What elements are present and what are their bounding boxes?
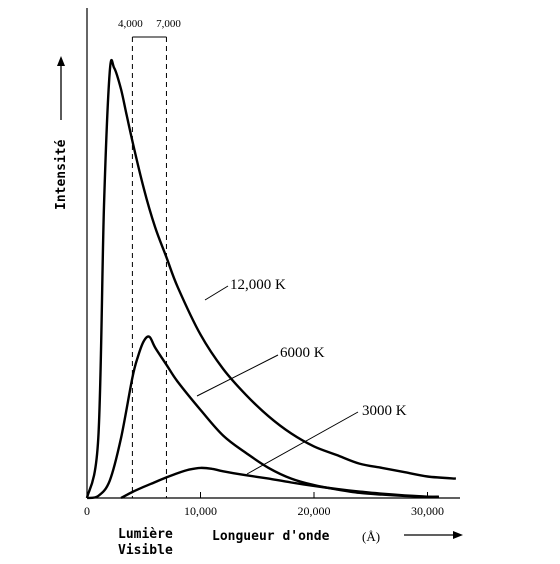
visible-light-label-line1: Lumière <box>118 527 173 542</box>
visible-band-start-label: 4,000 <box>118 18 143 30</box>
x-axis-title: Longueur d'onde <box>212 529 330 544</box>
series-line-6000k <box>86 335 439 500</box>
series-label-3000k: 3000 K <box>362 403 407 419</box>
x-tick-group: 0 10,000 20,000 30,000 <box>84 492 444 518</box>
series-leader-3000k <box>246 411 359 475</box>
x-tick-label: 0 <box>84 504 90 518</box>
series-label-6000k: 6000 K <box>280 345 325 361</box>
x-tick-label: 10,000 <box>184 504 217 518</box>
x-axis-unit: (Å) <box>362 529 380 544</box>
visible-band-end-label: 7,000 <box>156 18 181 30</box>
series-label-12000k: 12,000 K <box>230 277 286 293</box>
series-line-12000k <box>85 58 456 499</box>
y-axis-title-group: Intensité <box>54 56 69 210</box>
x-tick-label: 30,000 <box>411 504 444 518</box>
visible-light-label-line2: Visible <box>118 543 173 558</box>
series-line-3000k <box>120 466 439 500</box>
series-leader-6000k <box>196 354 279 397</box>
y-axis-arrow-head <box>57 56 65 66</box>
series-leader-12000k <box>204 285 229 301</box>
series-group <box>85 58 456 500</box>
x-tick-label: 20,000 <box>298 504 331 518</box>
x-axis-arrow-head <box>453 531 463 539</box>
y-axis-title: Intensité <box>54 139 69 210</box>
x-axis-title-group: Longueur d'onde (Å) <box>212 529 463 544</box>
